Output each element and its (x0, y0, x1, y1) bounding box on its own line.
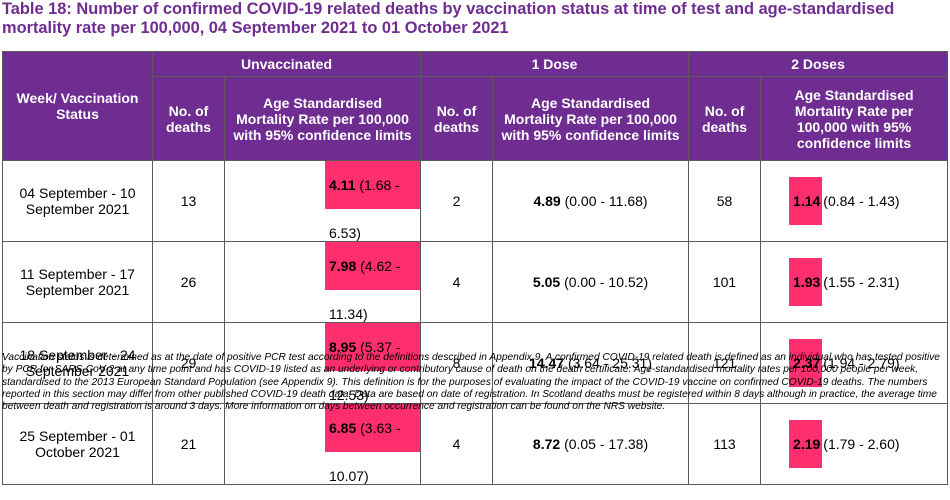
header-sub-row: No. of deaths Age Standardised Mortality… (2, 76, 949, 161)
rate-value: 1.14 (793, 193, 821, 209)
header-deaths: No. of deaths (152, 76, 225, 161)
header-group-row: Week/ Vaccination Status Unvaccinated 1 … (2, 51, 949, 161)
highlight-mark: 8.95 (5.37 - 12.53) (325, 323, 421, 403)
rate-ci: (1.68 - 6.53) (329, 177, 400, 241)
mortality-table: Week/ Vaccination Status Unvaccinated 1 … (2, 51, 949, 485)
header-group-1-dose: 1 Dose (420, 51, 690, 77)
rate-cell: 2.37 (1.94 - 2.79) (760, 322, 949, 404)
rate-ci: (1.94 - 2.79) (823, 355, 900, 371)
week-cell: 18 September - 24 September 2021 (2, 322, 153, 404)
header-week: Week/ Vaccination Status (2, 51, 153, 161)
header-deaths: No. of deaths (688, 76, 762, 161)
deaths-cell: 113 (688, 403, 762, 485)
rate-cell: 8.72 (0.05 - 17.38) (492, 403, 690, 485)
rate-value: 2.37 (793, 355, 821, 371)
rate-cell: 7.98 (4.62 - 11.34) (223, 241, 422, 323)
rate-cell: 14.47 (3.64 - 25.31) (492, 322, 690, 404)
rate-ci: (0.00 - 10.52) (564, 274, 649, 290)
table-row: 11 September - 17 September 2021 26 7.98… (2, 241, 949, 323)
rate-ci: (3.64 - 25.31) (567, 355, 653, 371)
rate-cell: 4.89 (0.00 - 11.68) (492, 160, 690, 242)
rate-value: 4.11 (329, 177, 356, 193)
highlight-mark: 7.98 (4.62 - 11.34) (325, 242, 421, 322)
header-group-2-doses: 2 Doses (688, 51, 949, 77)
rate-cell: 5.05 (0.00 - 10.52) (492, 241, 690, 323)
table-row: 25 September - 01 October 2021 21 6.85 (… (2, 403, 949, 485)
highlight-mark: 1.93 (789, 258, 823, 306)
rate-cell: 4.11 (1.68 - 6.53) (223, 160, 422, 242)
deaths-cell: 13 (152, 160, 225, 242)
footnote: Vaccination status is determined as at t… (2, 352, 940, 413)
highlight-mark: 1.14 (789, 177, 823, 225)
header-rate: Age Standardised Mortality Rate per 100,… (492, 76, 690, 161)
rate-value: 2.19 (793, 436, 821, 452)
rate-value: 7.98 (329, 258, 357, 274)
rate-value: 4.89 (533, 193, 561, 209)
rate-cell: 2.19 (1.79 - 2.60) (760, 403, 949, 485)
rate-ci: (5.37 - 12.53) (329, 339, 401, 403)
rate-cell: 6.85 (3.63 - 10.07) (223, 403, 422, 485)
rate-ci: (0.05 - 17.38) (564, 436, 649, 452)
rate-value: 8.95 (329, 339, 357, 355)
table-title: Table 18: Number of confirmed COVID-19 r… (2, 0, 895, 37)
deaths-cell: 121 (688, 322, 762, 404)
rate-cell: 1.93 (1.55 - 2.31) (760, 241, 949, 323)
week-cell: 11 September - 17 September 2021 (2, 241, 153, 323)
rate-value: 1.93 (793, 274, 821, 290)
rate-ci: (1.79 - 2.60) (823, 436, 900, 452)
deaths-cell: 2 (420, 160, 494, 242)
header-rate: Age Standardised Mortality Rate per 100,… (223, 76, 422, 161)
deaths-cell: 4 (420, 403, 494, 485)
rate-value: 8.72 (532, 436, 561, 452)
rate-cell: 1.14 (0.84 - 1.43) (760, 160, 949, 242)
highlight-mark: 2.37 (789, 339, 823, 387)
table-row: 04 September - 10 September 2021 13 4.11… (2, 160, 949, 242)
week-cell: 04 September - 10 September 2021 (2, 160, 153, 242)
table-row: 18 September - 24 September 2021 29 8.95… (2, 322, 949, 404)
deaths-cell: 21 (152, 403, 225, 485)
rate-value: 6.85 (329, 420, 357, 436)
deaths-cell: 26 (152, 241, 225, 323)
rate-ci: (4.62 - 11.34) (329, 258, 401, 322)
deaths-cell: 4 (420, 241, 494, 323)
deaths-cell: 29 (152, 322, 225, 404)
week-cell: 25 September - 01 October 2021 (2, 403, 153, 485)
header-deaths: No. of deaths (420, 76, 494, 161)
rate-ci: (0.00 - 11.68) (564, 193, 648, 209)
rate-ci: (0.84 - 1.43) (823, 193, 900, 209)
header-group-unvaccinated: Unvaccinated (151, 51, 422, 77)
header-rate: Age Standardised Mortality Rate per 100,… (760, 76, 949, 161)
deaths-cell: 58 (688, 160, 762, 242)
rate-ci: (1.55 - 2.31) (823, 274, 900, 290)
rate-value: 14.47 (529, 355, 565, 371)
highlight-mark: 2.19 (789, 420, 823, 468)
rate-value: 5.05 (532, 274, 561, 290)
deaths-cell: 101 (688, 241, 762, 323)
highlight-mark: 4.11 (1.68 - 6.53) (325, 161, 421, 241)
